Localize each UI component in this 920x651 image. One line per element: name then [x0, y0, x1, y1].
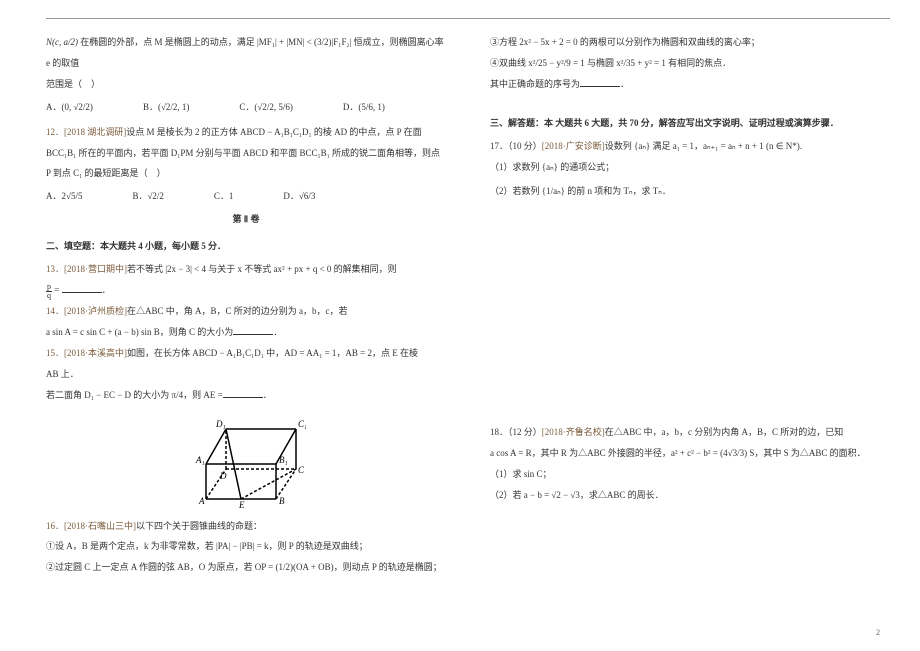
q11-n-expr: N(c, a/2) [46, 37, 78, 47]
q13-line1: 13．[2018·营口期中]若不等式 |2x − 3| < 4 与关于 x 不等… [46, 260, 446, 279]
q12-opt-b: B．√2/2 [132, 189, 163, 202]
cube-figure: A E B C D A₁ B₁ C₁ D₁ [186, 409, 306, 509]
q16-line5: ④双曲线 x²/25 − y²/9 = 1 与椭圆 x²/35 + y² = 1… [490, 54, 890, 73]
svg-text:D₁: D₁ [215, 419, 226, 429]
svg-text:E: E [238, 500, 245, 509]
q13-frac: pq [46, 283, 52, 300]
q17-line3: （2）若数列 {1/aₙ} 的前 n 项和为 Tₙ，求 Tₙ． [490, 182, 890, 201]
q12-text1: 设点 M 是棱长为 2 的正方体 ABCD − A₁B₁C₁D₁ 的棱 AD 的… [126, 127, 421, 137]
q16-text6: 其中正确命题的序号为 [490, 79, 580, 89]
q14-blank [233, 326, 273, 335]
two-column-layout: N(c, a/2) 在椭圆的外部，点 M 是椭圆上的动点，满足 |MF₁| + … [46, 33, 890, 579]
q12-line1: 12．[2018 湖北调研]设点 M 是棱长为 2 的正方体 ABCD − A₁… [46, 123, 446, 142]
q13-line2: pq = ． [46, 281, 446, 300]
q14-source: 14．[2018·泸州质检] [46, 306, 127, 316]
q14-text2: a sin A = c sin C + (a − b) sin B，则角 C 的… [46, 327, 233, 337]
q16-line1: 16．[2018·石嘴山三中]以下四个关于圆锥曲线的命题： [46, 517, 446, 536]
q11-opt-c: C．(√2/2, 5/6) [239, 100, 292, 113]
q17-head: 17．（10 分） [490, 141, 542, 151]
q18-source: [2018·齐鲁名校] [542, 427, 605, 437]
q15-text3: 若二面角 D₁ − EC − D 的大小为 π/4，则 AE = [46, 390, 223, 400]
q12-options: A．2√5/5 B．√2/2 C．1 D．√6/3 [46, 189, 446, 202]
q11-opt-a: A．(0, √2/2) [46, 100, 93, 113]
q16-blank [580, 78, 620, 87]
answer-space-17 [490, 203, 890, 423]
q18-text1: 在△ABC 中，a，b，c 分别为内角 A，B，C 所对的边，已知 [605, 427, 844, 437]
q16-line4: ③方程 2x² − 5x + 2 = 0 的两根可以分别作为椭圆和双曲线的离心率… [490, 33, 890, 52]
q18-line2: a cos A = R，其中 R 为△ABC 外接圆的半径，a² + c² − … [490, 444, 890, 463]
q15-line1: 15．[2018·本溪高中]如图，在长方体 ABCD − A₁B₁C₁D₁ 中，… [46, 344, 446, 363]
q11-opt-b: B．(√2/2, 1) [143, 100, 189, 113]
right-column: ③方程 2x² − 5x + 2 = 0 的两根可以分别作为椭圆和双曲线的离心率… [480, 33, 890, 579]
svg-text:B₁: B₁ [279, 455, 288, 465]
section3-title: 三、解答题：本 大题共 6 大题，共 70 分，解答应写出文字说明、证明过程或演… [490, 116, 890, 129]
svg-text:B: B [279, 496, 285, 506]
svg-text:D: D [219, 471, 227, 481]
q16-line3: ②过定圆 C 上一定点 A 作圆的弦 AB，O 为原点，若 OP = (1/2)… [46, 558, 446, 577]
q18-line4: （2）若 a − b = √2 − √3，求△ABC 的周长． [490, 486, 890, 505]
section2-title: 二、填空题：本大题共 4 小题，每小题 5 分． [46, 239, 446, 252]
q18-line3: （1）求 sin C； [490, 465, 890, 484]
q17-line1: 17．（10 分）[2018·广安诊断]设数列 {aₙ} 满足 a₁ = 1，a… [490, 137, 890, 156]
q12-source: 12．[2018 湖北调研] [46, 127, 126, 137]
page: N(c, a/2) 在椭圆的外部，点 M 是椭圆上的动点，满足 |MF₁| + … [0, 0, 920, 651]
q14-line1: 14．[2018·泸州质检]在△ABC 中，角 A，B，C 所对的边分别为 a，… [46, 302, 446, 321]
q18-line1: 18．（12 分）[2018·齐鲁名校]在△ABC 中，a，b，c 分别为内角 … [490, 423, 890, 442]
q15-source: 15．[2018·本溪高中] [46, 348, 127, 358]
q15-blank [223, 389, 263, 398]
q11-text1: 在椭圆的外部，点 M 是椭圆上的动点，满足 |MF₁| + |MN| < (3/… [80, 37, 443, 47]
page-number: 2 [876, 628, 880, 637]
q14-text1: 在△ABC 中，角 A，B，C 所对的边分别为 a，b，c，若 [127, 306, 348, 316]
svg-text:A₁: A₁ [195, 455, 205, 465]
q12-line2: BCC₁B₁ 所在的平面内，若平面 D₁PM 分别与平面 ABCD 和平面 BC… [46, 144, 446, 163]
q11-line2: e 的取值 [46, 54, 446, 73]
q13-text1: 若不等式 |2x − 3| < 4 与关于 x 不等式 ax² + px + q… [127, 264, 397, 274]
q16-line2: ①设 A，B 是两个定点，k 为非零常数，若 |PA| − |PB| = k，则… [46, 537, 446, 556]
q12-line3: P 到点 C₁ 的最短距离是（ ） [46, 164, 446, 183]
q11-line1: N(c, a/2) 在椭圆的外部，点 M 是椭圆上的动点，满足 |MF₁| + … [46, 33, 446, 52]
q11-opt-d: D．(5/6, 1) [343, 100, 385, 113]
q15-text1: 如图，在长方体 ABCD − A₁B₁C₁D₁ 中，AD = AA₁ = 1，A… [127, 348, 418, 358]
left-column: N(c, a/2) 在椭圆的外部，点 M 是椭圆上的动点，满足 |MF₁| + … [46, 33, 456, 579]
q17-text1: 设数列 {aₙ} 满足 a₁ = 1，aₙ₊₁ = aₙ + n + 1 (n … [605, 141, 802, 151]
q18-head: 18．（12 分） [490, 427, 542, 437]
q16-source: 16．[2018·石嘴山三中] [46, 521, 136, 531]
q12-opt-c: C．1 [214, 189, 234, 202]
q15-line3: 若二面角 D₁ − EC − D 的大小为 π/4，则 AE =． [46, 386, 446, 405]
svg-text:A: A [198, 496, 205, 506]
q17-line2: （1）求数列 {aₙ} 的通项公式； [490, 158, 890, 177]
q11-options: A．(0, √2/2) B．(√2/2, 1) C．(√2/2, 5/6) D．… [46, 100, 446, 113]
svg-text:C₁: C₁ [298, 419, 306, 429]
q14-line2: a sin A = c sin C + (a − b) sin B，则角 C 的… [46, 323, 446, 342]
q13-blank [62, 284, 102, 293]
q11-line3: 范围是（ ） [46, 75, 446, 94]
part2-title: 第 Ⅱ 卷 [46, 212, 446, 225]
q16-text1: 以下四个关于圆锥曲线的命题： [136, 521, 262, 531]
q12-opt-a: A．2√5/5 [46, 189, 82, 202]
q13-source: 13．[2018·营口期中] [46, 264, 127, 274]
q15-line2: AB 上． [46, 365, 446, 384]
q16-line6: 其中正确命题的序号为． [490, 75, 890, 94]
svg-text:C: C [298, 465, 305, 475]
q12-opt-d: D．√6/3 [283, 189, 315, 202]
top-rule [46, 18, 890, 19]
q17-source: [2018·广安诊断] [542, 141, 605, 151]
